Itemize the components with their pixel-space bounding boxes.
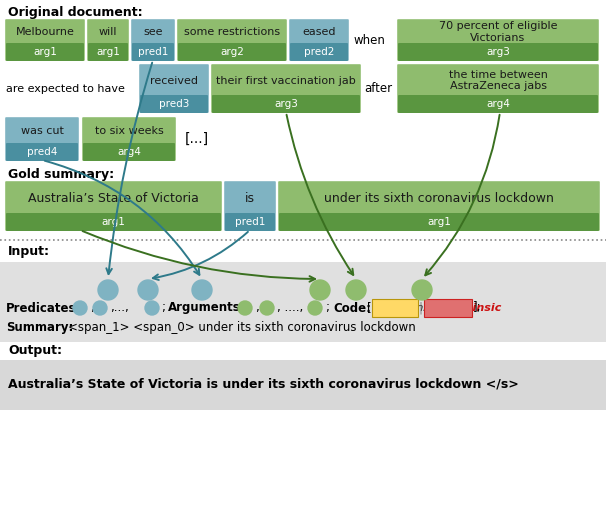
Text: [: [ [367,302,371,314]
FancyBboxPatch shape [4,117,79,162]
Text: eased: eased [302,27,336,37]
Text: see: see [143,27,163,37]
Text: Arguments:: Arguments: [168,302,245,314]
Circle shape [145,301,159,315]
Text: [...]: [...] [185,132,209,146]
Circle shape [73,301,87,315]
Circle shape [412,280,432,300]
Text: when: when [353,33,385,47]
Text: <span_1> <span_0> under its sixth coronavirus lockdown: <span_1> <span_0> under its sixth corona… [68,322,416,334]
FancyBboxPatch shape [81,117,176,162]
Text: their first vaccination jab: their first vaccination jab [216,75,356,85]
Text: the time between
AstraZeneca jabs: the time between AstraZeneca jabs [448,70,547,91]
Text: to six weeks: to six weeks [95,126,164,136]
FancyBboxPatch shape [4,181,222,232]
FancyBboxPatch shape [396,19,599,61]
Text: ;: ; [161,302,165,314]
Text: Original document:: Original document: [8,6,142,19]
Circle shape [346,280,366,300]
Text: pred3: pred3 [159,99,189,109]
FancyBboxPatch shape [396,64,599,113]
Circle shape [93,301,107,315]
Text: Output:: Output: [8,344,62,357]
Text: received: received [150,75,198,85]
FancyBboxPatch shape [178,43,286,61]
Text: Gold summary:: Gold summary: [8,168,114,181]
Circle shape [98,280,118,300]
Text: ];: ]; [473,302,482,314]
Text: pred1: pred1 [138,47,168,57]
Text: after: after [364,82,392,95]
FancyBboxPatch shape [132,43,174,61]
Text: some restrictions: some restrictions [184,27,280,37]
FancyBboxPatch shape [212,95,360,113]
Text: ,...,: ,..., [110,302,128,314]
Bar [0,262,606,342]
Text: arg3: arg3 [274,99,298,109]
Circle shape [238,301,252,315]
Circle shape [308,301,322,315]
FancyBboxPatch shape [87,19,130,61]
FancyBboxPatch shape [288,19,350,61]
FancyBboxPatch shape [278,181,601,232]
Text: pred2: pred2 [304,47,334,57]
FancyBboxPatch shape [210,64,362,113]
FancyBboxPatch shape [6,213,221,231]
FancyBboxPatch shape [6,43,84,61]
FancyBboxPatch shape [225,213,275,231]
Text: arg1: arg1 [427,217,451,227]
Text: is: is [245,191,255,205]
Text: arg4: arg4 [486,99,510,109]
FancyBboxPatch shape [279,213,599,231]
Text: arg4: arg4 [117,147,141,157]
Text: arg1: arg1 [102,217,125,227]
Text: ,: , [90,302,94,314]
FancyBboxPatch shape [224,181,276,232]
FancyBboxPatch shape [372,299,418,317]
Text: extrinsic: extrinsic [448,303,502,313]
Text: |: | [419,302,423,314]
Text: are expected to have: are expected to have [6,84,125,93]
Text: Input:: Input: [8,245,50,258]
FancyBboxPatch shape [4,19,85,61]
Text: Code:: Code: [333,302,371,314]
Text: pred1: pred1 [235,217,265,227]
FancyBboxPatch shape [83,143,175,161]
Text: Australia’s State of Victoria is under its sixth coronavirus lockdown </s>: Australia’s State of Victoria is under i… [8,377,519,391]
Bar [0,360,606,410]
Text: , ....,: , ...., [277,302,303,314]
Text: Predicates:: Predicates: [6,302,81,314]
Text: arg1: arg1 [96,47,120,57]
Text: arg1: arg1 [33,47,57,57]
Text: Melbourne: Melbourne [16,27,75,37]
Text: arg2: arg2 [220,47,244,57]
Text: ;: ; [325,302,329,314]
Text: was cut: was cut [21,126,64,136]
Text: intrinsic: intrinsic [395,303,439,313]
FancyBboxPatch shape [140,95,208,113]
Circle shape [310,280,330,300]
Text: arg3: arg3 [486,47,510,57]
Text: will: will [99,27,117,37]
Text: Summary:: Summary: [6,322,73,334]
FancyBboxPatch shape [176,19,287,61]
Circle shape [260,301,274,315]
Circle shape [192,280,212,300]
Text: 70 percent of eligible
Victorians: 70 percent of eligible Victorians [439,21,558,43]
Text: under its sixth coronavirus lockdown: under its sixth coronavirus lockdown [324,191,554,205]
Circle shape [138,280,158,300]
FancyBboxPatch shape [290,43,348,61]
FancyBboxPatch shape [398,95,598,113]
Text: Australia’s State of Victoria: Australia’s State of Victoria [28,191,199,205]
Text: pred4: pred4 [27,147,57,157]
FancyBboxPatch shape [88,43,128,61]
FancyBboxPatch shape [6,143,78,161]
FancyBboxPatch shape [424,299,472,317]
FancyBboxPatch shape [130,19,176,61]
Text: ,: , [255,302,259,314]
FancyBboxPatch shape [139,64,210,113]
FancyBboxPatch shape [398,43,598,61]
